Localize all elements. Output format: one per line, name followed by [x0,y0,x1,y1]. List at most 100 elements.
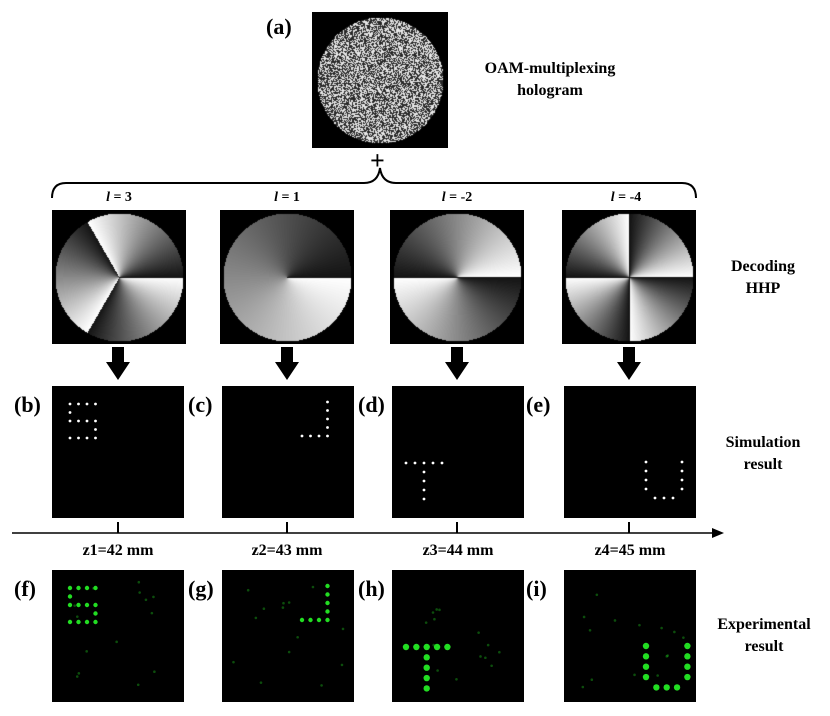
simulation-label-line1: Simulation [725,434,801,451]
down-arrow-1 [106,347,130,380]
sim-dot [422,461,426,465]
exp-dot [325,600,330,606]
sim-dot [680,460,684,464]
sim-dot [68,402,72,406]
exp-crosstalk-dot [673,630,676,634]
exp-crosstalk-dot [77,672,81,675]
sim-dot [94,419,97,423]
exp-crosstalk-dot [259,681,263,684]
hologram-speckle [312,12,448,148]
panel-label-g: (g) [188,576,214,601]
panel-label-d: (d) [358,392,385,417]
exp-crosstalk-dot [424,621,428,624]
oam-hologram [312,12,448,148]
sim-dot [85,419,89,423]
exp-dot [653,684,660,691]
sim-dot [440,461,444,465]
exp-dot [67,619,73,625]
experimental-result-i [564,570,696,702]
simulation-result-d [392,386,524,518]
exp-dot [423,643,430,651]
curly-brace [51,167,697,199]
down-arrow-2 [275,347,299,380]
exp-crosstalk-dot [588,628,592,632]
exp-dot [84,602,90,608]
exp-crosstalk-dot [150,611,154,615]
exp-dot [299,617,305,623]
simulation-result-c [222,386,354,518]
exp-crosstalk-dot [287,601,291,604]
spiral-phase-pattern [220,210,354,344]
hhp-phase-1 [52,210,186,344]
decoding-label-line1: Decoding [731,258,795,275]
simulation-result-e [564,386,696,518]
exp-dot [684,673,691,681]
exp-crosstalk-dot [340,663,344,667]
exp-dot [76,602,81,608]
exp-dot [423,664,430,671]
panel-label-e: (e) [526,392,551,417]
sim-dot [94,436,97,440]
exp-dot [642,663,650,670]
exp-crosstalk-dot [137,580,141,584]
exp-crosstalk-dot [590,678,594,681]
exp-dot [84,585,90,591]
exp-dot [642,653,650,660]
experimental-result-h [392,570,524,702]
sim-dot [653,496,657,500]
exp-crosstalk-dot [341,627,345,631]
exp-dot [433,643,441,651]
exp-crosstalk-dot [287,650,291,654]
exp-dot [413,643,420,651]
spiral-phase-pattern [390,210,524,344]
exp-crosstalk-dot [665,655,669,658]
exp-crosstalk-dot [138,591,141,594]
l-label-3: l = -2 [441,190,473,205]
exp-crosstalk-dot [613,619,617,622]
sim-dot [68,436,72,440]
sim-dot [94,428,97,431]
exp-crosstalk-dot [281,606,285,609]
sim-dot [326,417,329,421]
exp-dot [316,617,322,623]
panel-label-b: (b) [14,392,41,417]
sim-dot [671,496,675,500]
hologram-label: OAM-multiplexing hologram [470,58,630,102]
experimental-result-g [222,570,354,702]
exp-dot [402,643,410,651]
sim-dot [309,434,312,438]
exp-crosstalk-dot [136,683,140,687]
exp-crosstalk-dot [232,660,235,664]
sim-dot [85,436,89,440]
exp-dot [325,617,330,623]
sim-dot [644,478,648,482]
sim-dot [300,434,304,438]
sim-dot [317,434,321,438]
exp-crosstalk-dot [595,593,599,597]
sim-dot [94,402,97,406]
exp-dot [76,619,81,625]
exp-crosstalk-dot [436,669,439,672]
exp-crosstalk-dot [320,684,323,687]
spiral-phase-pattern [562,210,696,344]
sim-dot [85,402,89,406]
sim-dot [77,436,80,440]
exp-dot [684,653,691,660]
decoding-label: Decoding HHP [708,256,818,300]
sim-dot [77,419,80,423]
exp-dot [444,643,451,651]
exp-dot [673,684,681,691]
exp-crosstalk-dot [479,655,482,658]
exp-crosstalk-dot [477,631,480,634]
exp-crosstalk-dot [455,677,458,681]
z-label-4: z4=45 mm [594,542,666,559]
exp-dot [423,654,430,661]
exp-crosstalk-dot [153,670,156,673]
down-arrow-4 [617,347,641,380]
exp-dot [76,585,81,591]
exp-dot [93,619,98,625]
exp-crosstalk-dot [660,626,663,630]
sim-dot [644,487,648,491]
exp-crosstalk-dot [115,640,118,644]
z-label-1: z1=42 mm [82,542,154,559]
